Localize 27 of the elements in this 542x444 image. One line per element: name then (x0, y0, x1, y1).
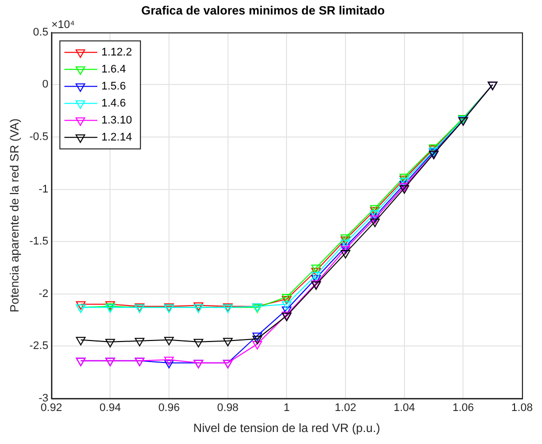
x-axis-title: Nivel de tension de la red VR (p.u.) (193, 421, 380, 436)
x-tick-label: 1.08 (511, 402, 533, 414)
x-tick-label: 0.94 (99, 402, 121, 414)
y-tick-label: 0.5 (33, 26, 48, 38)
chart-title: Grafica de valores minimos de SR limitado (141, 4, 385, 18)
y-tick-label: -2 (38, 288, 48, 300)
y-tick-label: 0 (42, 78, 48, 91)
x-tick-label: 1.06 (452, 402, 474, 414)
x-tick-label: 1 (284, 402, 290, 414)
y-tick-label: -2.5 (29, 340, 48, 352)
legend-label: 1.12.2 (101, 46, 132, 58)
x-tick-label: 0.96 (158, 402, 180, 414)
legend-label: 1.2.14 (101, 131, 132, 144)
y-tick-label: -1.5 (29, 236, 48, 248)
legend-label: 1.6.4 (101, 63, 126, 76)
x-tick-label: 0.92 (40, 402, 62, 414)
y-tick-label: -1 (38, 183, 48, 196)
y-tick-label: -0.5 (29, 131, 48, 144)
x-tick-label: 0.98 (217, 402, 239, 414)
legend-label: 1.5.6 (101, 80, 126, 92)
x-tick-label: 1.02 (334, 402, 356, 414)
x-tick-label: 1.04 (394, 402, 416, 414)
text: ×10⁴ (51, 18, 76, 31)
legend-label: 1.3.10 (101, 114, 132, 126)
y-axis-title: Potencia aparente de la red SR (VA) (8, 118, 22, 312)
y-tick-label: -3 (38, 392, 48, 404)
legend-label: 1.4.6 (101, 97, 126, 110)
